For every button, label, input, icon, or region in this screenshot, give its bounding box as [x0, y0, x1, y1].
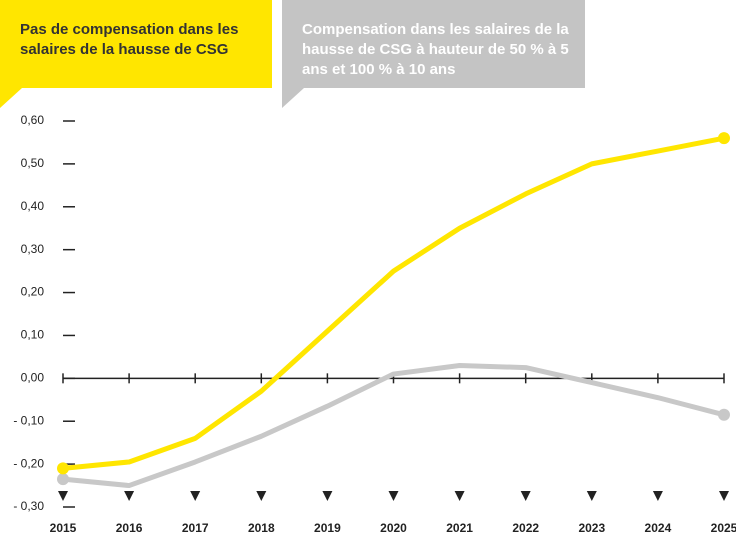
x-tick-marker — [190, 491, 201, 501]
x-tick-label: 2020 — [380, 521, 407, 535]
x-tick-label: 2017 — [182, 521, 209, 535]
x-tick-label: 2018 — [248, 521, 275, 535]
x-tick-marker — [256, 491, 267, 501]
x-tick-label: 2021 — [446, 521, 473, 535]
end-marker — [57, 462, 69, 475]
y-tick-label: 0,20 — [21, 285, 45, 299]
x-tick-label: 2022 — [512, 521, 539, 535]
y-tick-label: - 0,10 — [13, 413, 44, 427]
x-tick-marker — [586, 491, 597, 501]
x-tick-label: 2024 — [645, 521, 672, 535]
y-tick-label: 0,50 — [21, 156, 45, 170]
legend-entry: Compensation dans les salaires de la hau… — [282, 0, 585, 88]
legend-tail — [0, 88, 22, 108]
y-tick-label: 0,30 — [21, 242, 45, 256]
x-tick-marker — [520, 491, 531, 501]
x-tick-marker — [454, 491, 465, 501]
y-tick-label: - 0,20 — [13, 456, 44, 470]
x-tick-marker — [388, 491, 399, 501]
x-tick-label: 2015 — [50, 521, 77, 535]
y-tick-label: 0,40 — [21, 199, 45, 213]
legend-tail — [282, 88, 304, 108]
x-tick-marker — [124, 491, 135, 501]
x-tick-label: 2016 — [116, 521, 143, 535]
x-tick-marker — [58, 491, 68, 501]
legend-entry: Pas de compensation dans les salaires de… — [0, 0, 272, 88]
y-tick-label: 0,10 — [21, 328, 45, 342]
y-tick-label: - 0,30 — [13, 499, 44, 513]
x-tick-marker — [719, 491, 729, 501]
end-marker — [57, 473, 69, 486]
series-line — [62, 135, 725, 471]
series-line — [62, 362, 725, 489]
x-tick-marker — [652, 491, 663, 501]
y-tick-label: 0,00 — [21, 371, 45, 385]
x-tick-label: 2023 — [578, 521, 605, 535]
end-marker — [718, 132, 730, 145]
x-tick-marker — [322, 491, 333, 501]
y-tick-label: 0,60 — [21, 113, 45, 127]
x-tick-label: 2019 — [314, 521, 341, 535]
x-tick-label: 2025 — [711, 521, 736, 535]
end-marker — [718, 408, 730, 421]
